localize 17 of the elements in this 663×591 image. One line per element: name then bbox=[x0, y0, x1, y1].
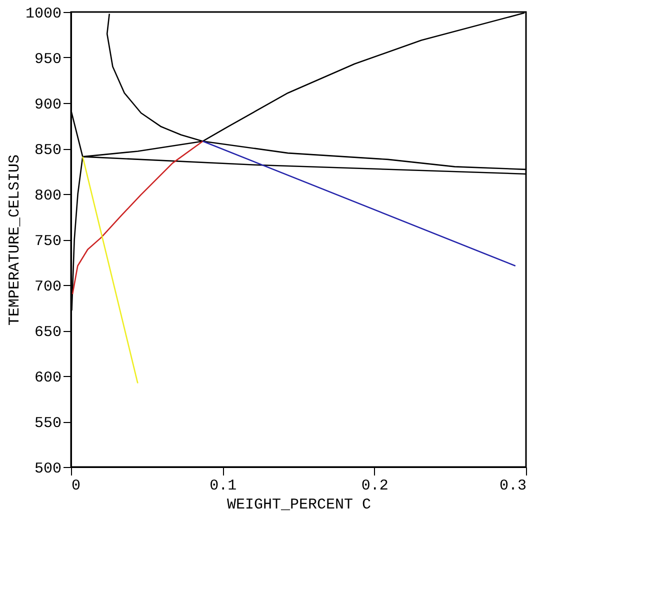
y-tick-label: 800 bbox=[34, 188, 62, 204]
y-tick-label: 750 bbox=[34, 233, 62, 250]
y-tick-label: 950 bbox=[34, 51, 62, 68]
x-tick-label: 0.2 bbox=[361, 478, 388, 494]
y-tick-label: 1000 bbox=[25, 6, 62, 22]
y-tick-label: 900 bbox=[34, 96, 62, 114]
x-tick-label: 0.3 bbox=[499, 478, 526, 494]
y-tick-label: 600 bbox=[34, 370, 62, 386]
y-tick-label: 650 bbox=[34, 324, 62, 341]
y-tick-label: 500 bbox=[34, 460, 62, 478]
y-tick-label: 700 bbox=[34, 278, 62, 296]
x-tick-label: 0 bbox=[72, 478, 81, 494]
x-tick-label: 0.1 bbox=[210, 478, 237, 494]
y-tick-label: 550 bbox=[34, 415, 62, 432]
y-tick-label: 850 bbox=[34, 142, 62, 159]
x-axis-title: WEIGHT_PERCENT C bbox=[226, 496, 372, 514]
y-axis-title: TEMPERATURE_CELSIUS bbox=[6, 154, 24, 326]
